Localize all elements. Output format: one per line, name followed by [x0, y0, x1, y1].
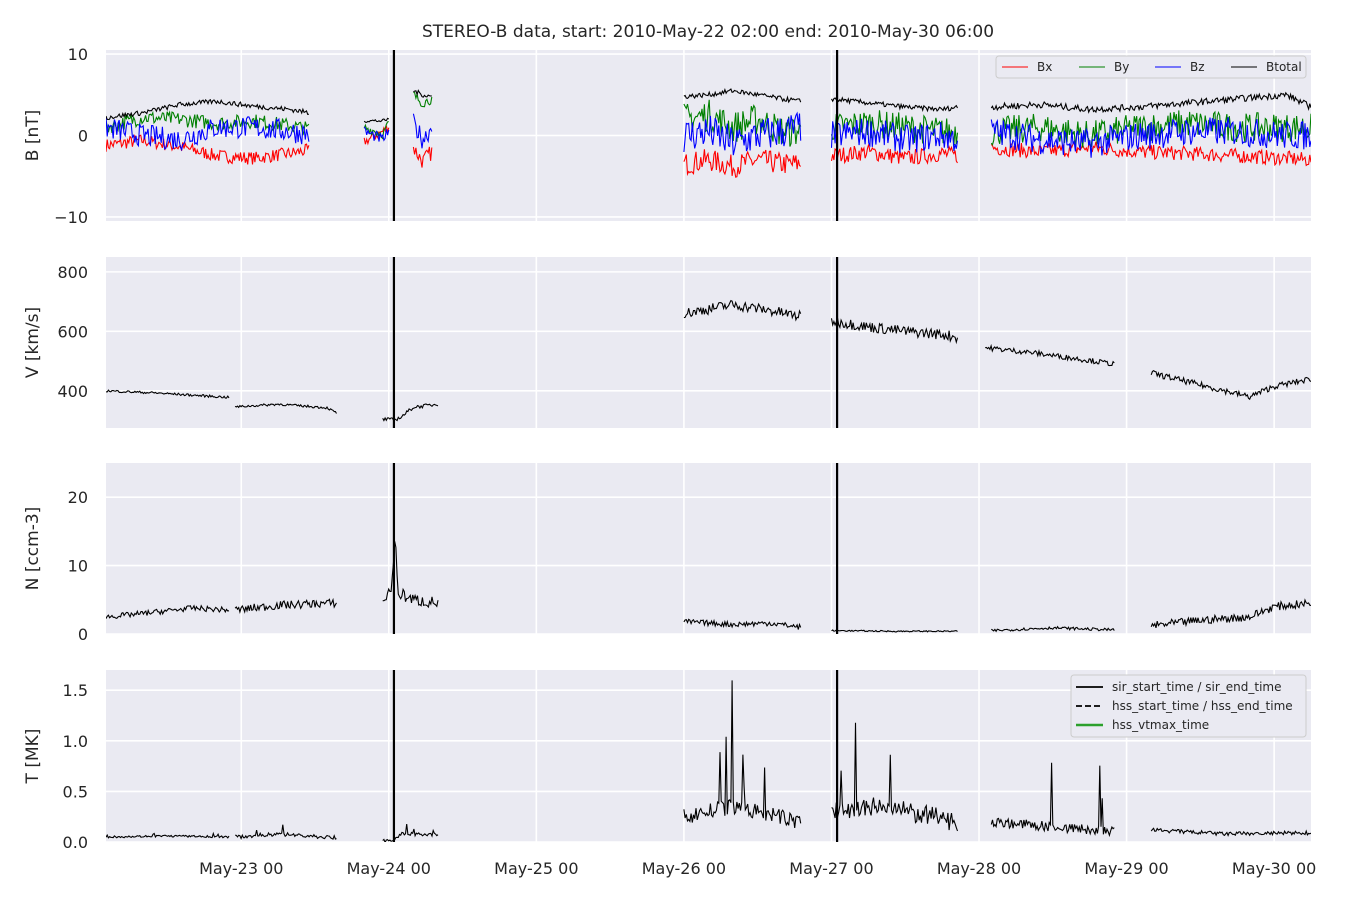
series-speed-line: [106, 389, 230, 399]
y-axis-label: B [nT]: [23, 110, 43, 162]
y-tick-label: 10: [68, 45, 88, 64]
legend-label-btotal: Btotal: [1266, 60, 1302, 74]
series-by-line: [413, 91, 433, 108]
panels: 10 0 −10 B [nT] Bx By Bz Btotal 800 600 400 V [km/s…: [23, 45, 1311, 852]
y-axis-label: V [km/s]: [23, 307, 43, 378]
y-tick-label: 10: [68, 557, 88, 576]
series-density-line: [382, 541, 439, 609]
y-tick-label: 1.5: [63, 681, 88, 700]
panel-magnetic: 10 0 −10 B [nT] Bx By Bz Btotal: [23, 45, 1311, 227]
series-temperature-line: [234, 824, 337, 840]
series-bz-line: [990, 117, 1311, 158]
series-btotal-line: [413, 89, 432, 98]
series-btotal-line: [683, 88, 802, 104]
series-speed-line: [1150, 370, 1311, 401]
series-density-line: [234, 597, 337, 615]
series-density-line: [683, 618, 802, 630]
series-temperature-line: [106, 831, 230, 839]
x-tick-label: May-30 00: [1232, 859, 1316, 878]
legend-label: sir_start_time / sir_end_time: [1112, 680, 1282, 694]
series-temperature-line: [683, 680, 802, 828]
legend: Bx By Bz Btotal: [995, 55, 1307, 79]
series-bz-line: [106, 116, 310, 152]
series-bz-line: [683, 111, 802, 156]
y-tick-label: 1.0: [63, 732, 88, 751]
series-temperature-line: [990, 762, 1115, 838]
legend-frame: [1070, 674, 1307, 738]
y-axis-label: T [MK]: [23, 729, 43, 785]
legend-label-bx: Bx: [1037, 60, 1052, 74]
series-density-line: [106, 604, 230, 620]
y-axis-label: N [ccm-3]: [23, 507, 43, 591]
series-speed-line: [234, 403, 337, 414]
series-group: [106, 541, 1311, 633]
x-tick-label: May-24 00: [347, 859, 431, 878]
series-temperature-line: [382, 824, 439, 842]
series-bx-line: [830, 144, 958, 165]
series-btotal-line: [990, 91, 1311, 114]
series-group: [106, 88, 1311, 178]
x-tick-label: May-23 00: [199, 859, 283, 878]
panel-temperature: 1.5 1.0 0.5 0.0 T [MK] sir_start_time / sir_e…: [23, 670, 1311, 852]
figure-title: STEREO-B data, start: 2010-May-22 02:00 …: [422, 22, 994, 42]
series-bz-line: [830, 118, 959, 153]
x-tick-label: May-26 00: [642, 859, 726, 878]
y-tick-label: 0.5: [63, 782, 88, 801]
series-speed-line: [830, 317, 959, 345]
x-tick-label: May-28 00: [937, 859, 1021, 878]
series-btotal-line: [831, 96, 958, 113]
series-btotal-line: [106, 98, 309, 121]
legend-label-bz: Bz: [1190, 60, 1205, 74]
series-by-line: [990, 110, 1311, 148]
series-speed-line: [985, 343, 1115, 367]
series-speed-line: [382, 403, 439, 422]
y-tick-label: 20: [68, 488, 88, 507]
y-tick-label: 400: [57, 382, 88, 401]
panel-density: 20 10 0 N [ccm-3]: [23, 463, 1311, 644]
series-speed-line: [683, 299, 802, 322]
y-tick-label: 0: [78, 625, 88, 644]
series-density-line: [831, 629, 958, 633]
series-bx-line: [106, 134, 310, 165]
series-by-line: [683, 99, 802, 147]
series-group: [106, 299, 1311, 422]
y-tick-label: 0: [78, 127, 88, 146]
legend: sir_start_time / sir_end_time hss_start_t…: [1070, 674, 1307, 738]
x-tick-label: May-27 00: [789, 859, 873, 878]
series-group: [106, 680, 1311, 842]
panel-background: [106, 257, 1311, 428]
series-bx-line: [683, 149, 802, 178]
legend-frame: [995, 55, 1307, 79]
series-density-line: [990, 625, 1115, 633]
x-tick-label: May-25 00: [494, 859, 578, 878]
series-bz-line: [412, 113, 433, 149]
panel-background: [106, 463, 1311, 634]
y-tick-label: −10: [54, 208, 88, 227]
series-temperature-line: [831, 722, 959, 832]
time-axis: May-23 00 May-24 00 May-25 00 May-26 00 May-…: [199, 859, 1316, 878]
legend-label: hss_vtmax_time: [1112, 718, 1209, 732]
series-bz-line: [363, 126, 390, 142]
series-density-line: [1150, 598, 1311, 629]
x-tick-label: May-29 00: [1084, 859, 1168, 878]
series-temperature-line: [1150, 827, 1311, 837]
legend-label-by: By: [1114, 60, 1129, 74]
y-tick-label: 800: [57, 263, 88, 282]
series-bx-line: [412, 146, 433, 168]
panel-speed: 800 600 400 V [km/s]: [23, 257, 1311, 428]
series-btotal-line: [363, 117, 390, 123]
legend-label: hss_start_time / hss_end_time: [1112, 699, 1293, 713]
y-tick-label: 0.0: [63, 833, 88, 852]
y-tick-label: 600: [57, 322, 88, 341]
